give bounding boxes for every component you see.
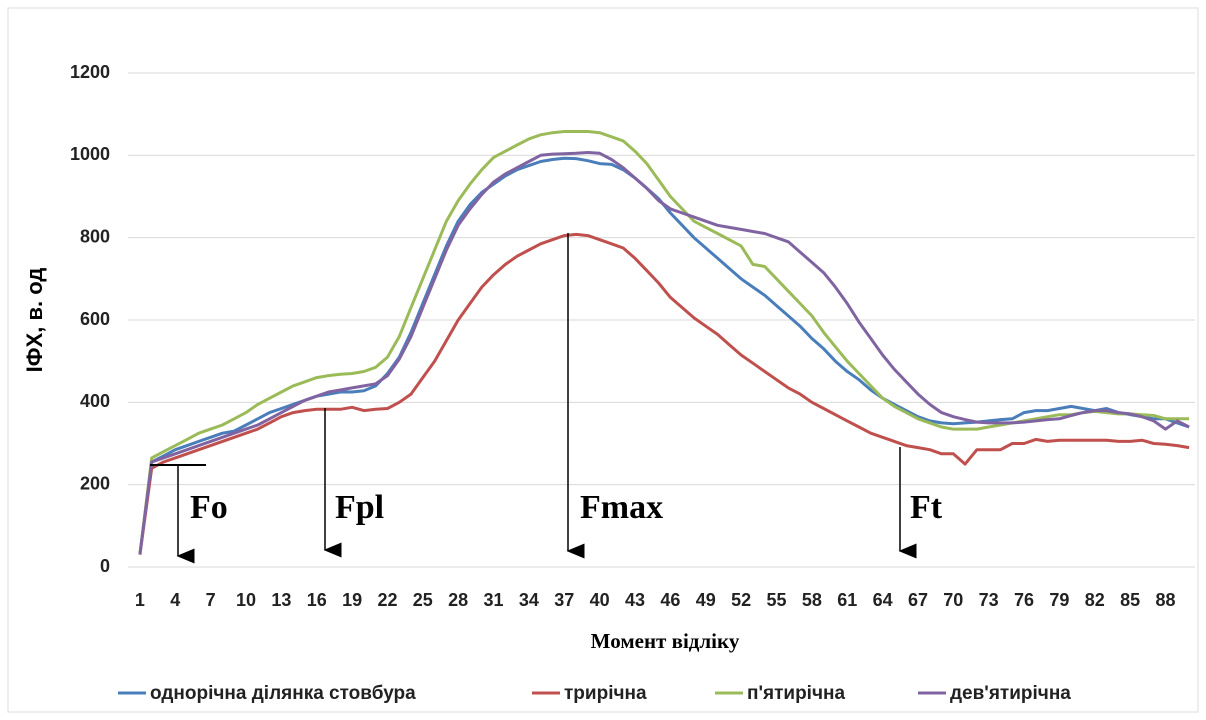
y-tick-label: 800 — [80, 226, 110, 246]
x-tick-label: 4 — [170, 590, 180, 610]
x-tick-label: 34 — [519, 590, 539, 610]
x-tick-label: 67 — [908, 590, 928, 610]
y-axis-title: ІФХ, в. од — [22, 268, 47, 373]
x-tick-label: 13 — [271, 590, 291, 610]
x-tick-label: 28 — [448, 590, 468, 610]
x-tick-label: 1 — [135, 590, 145, 610]
x-tick-label: 79 — [1049, 590, 1069, 610]
x-tick-label: 49 — [696, 590, 716, 610]
annotation: Fmax — [580, 489, 663, 526]
x-tick-label: 61 — [837, 590, 857, 610]
x-tick-label: 43 — [625, 590, 645, 610]
y-tick-label: 200 — [80, 473, 110, 493]
x-tick-label: 40 — [590, 590, 610, 610]
x-axis-title: Момент відліку — [591, 629, 740, 653]
x-tick-label: 31 — [484, 590, 504, 610]
x-tick-label: 25 — [413, 590, 433, 610]
legend-label: однорічна ділянка стовбура — [150, 683, 416, 704]
annotation: Fpl — [335, 489, 384, 526]
y-tick-label: 0 — [100, 556, 110, 576]
legend-label: дев'ятирічна — [950, 683, 1071, 704]
legend-item: дев'ятирічна — [918, 683, 1071, 704]
x-tick-label: 37 — [554, 590, 574, 610]
x-tick-label: 85 — [1120, 590, 1140, 610]
x-tick-label: 52 — [731, 590, 751, 610]
x-tick-label: 64 — [873, 590, 893, 610]
x-tick-label: 55 — [766, 590, 786, 610]
x-tick-label: 70 — [943, 590, 963, 610]
y-tick-label: 600 — [80, 309, 110, 329]
frame — [7, 7, 1199, 713]
series-line — [138, 151, 1190, 555]
x-tick-label: 19 — [342, 590, 362, 610]
legend-label: трирічна — [564, 683, 647, 704]
x-tick-label: 73 — [979, 590, 999, 610]
x-tick-label: 88 — [1156, 590, 1176, 610]
annotations: Fo Fpl Fmax Ft — [150, 233, 943, 564]
annotation: Fo — [190, 489, 228, 526]
x-tick-label: 22 — [377, 590, 397, 610]
x-tick-label: 7 — [206, 590, 216, 610]
y-tick-label: 1000 — [70, 144, 110, 164]
x-tick-label: 46 — [660, 590, 680, 610]
series-line — [138, 232, 1190, 555]
legend-item: п'ятирічна — [715, 683, 845, 704]
legend-label: п'ятирічна — [747, 683, 845, 704]
legend-item: трирічна — [532, 683, 647, 704]
x-tick-label: 76 — [1014, 590, 1034, 610]
annotation: Ft — [910, 489, 943, 526]
x-tick-label: 10 — [236, 590, 256, 610]
y-tick-label: 400 — [80, 391, 110, 411]
x-tick-label: 58 — [802, 590, 822, 610]
legend-item: однорічна ділянка стовбура — [118, 683, 416, 704]
y-tick-label: 1200 — [70, 62, 110, 82]
x-tick-label: 16 — [307, 590, 327, 610]
x-tick-label: 82 — [1085, 590, 1105, 610]
